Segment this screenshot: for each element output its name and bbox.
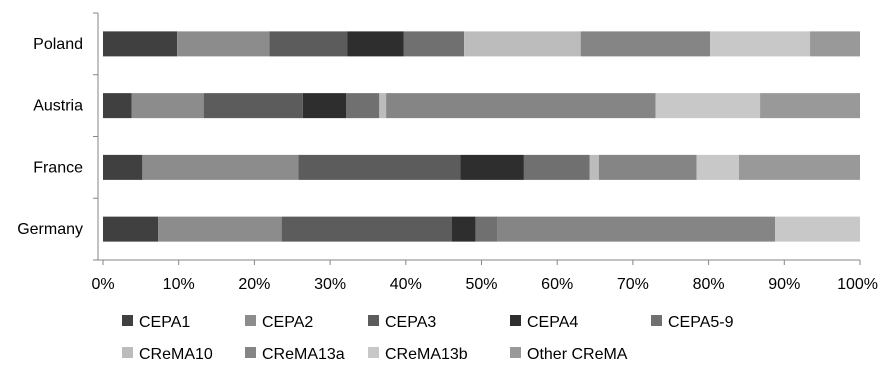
bar-france-crema13b: [696, 154, 739, 180]
legend-swatch-cepa4: [510, 315, 521, 326]
bar-poland-cepa1: [103, 31, 178, 57]
x-tick-label: 40%: [390, 276, 422, 293]
bar-germany-cepa4: [451, 216, 476, 242]
x-tick-label: 70%: [617, 276, 649, 293]
bar-france-cepa5-9: [523, 154, 590, 180]
legend-swatch-cepa3: [368, 315, 379, 326]
bar-austria-cepa2: [131, 93, 204, 119]
bar-austria-cepa1: [103, 93, 132, 119]
bar-austria-crema13b: [655, 93, 761, 119]
legend-label-cepa5-9: CEPA5-9: [668, 314, 734, 331]
x-tick-label: 80%: [693, 276, 725, 293]
category-label-france: France: [33, 159, 83, 176]
bar-poland-cepa5-9: [403, 31, 465, 57]
legend-swatch-crema13a: [245, 347, 256, 358]
legend-label-cepa3: CEPA3: [385, 314, 436, 331]
legend-label-cepa4: CEPA4: [527, 314, 578, 331]
bar-austria-crema10: [379, 93, 387, 119]
x-tick-label: 20%: [238, 276, 270, 293]
bar-france-other-crema: [738, 154, 860, 180]
legend: CEPA1 CEPA2 CEPA3 CEPA4 CEPA5-9 CReMA10 CReMA1…: [122, 314, 734, 363]
bar-france-cepa2: [142, 154, 299, 180]
legend-label-crema13a: CReMA13a: [262, 346, 345, 363]
bar-germany-cepa3: [281, 216, 452, 242]
bar-poland-crema13a: [580, 31, 711, 57]
bar-poland-other-crema: [810, 31, 860, 57]
category-label-germany: Germany: [17, 221, 83, 238]
bar-poland-crema10: [464, 31, 581, 57]
bar-austria-cepa4: [302, 93, 346, 119]
legend-label-cepa2: CEPA2: [262, 314, 313, 331]
legend-label-cepa1: CEPA1: [139, 314, 190, 331]
axes-layer: Poland Austria France Germany 0% 10% 20% 30% 40%…: [17, 12, 878, 293]
x-tick-label: 90%: [768, 276, 800, 293]
legend-label-other-crema: Other CReMA: [527, 346, 628, 363]
bar-france-cepa4: [460, 154, 524, 180]
bar-germany-cepa1: [103, 216, 159, 242]
x-tick-label: 100%: [837, 276, 878, 293]
x-tick-label: 60%: [541, 276, 573, 293]
legend-label-crema13b: CReMA13b: [385, 346, 468, 363]
bar-poland-cepa2: [177, 31, 270, 57]
bar-austria-other-crema: [760, 93, 860, 119]
x-tick-label: 30%: [314, 276, 346, 293]
bars-layer: [103, 31, 860, 242]
x-tick-label: 50%: [465, 276, 497, 293]
legend-swatch-crema10: [122, 347, 133, 358]
category-label-austria: Austria: [33, 98, 83, 115]
category-label-poland: Poland: [33, 36, 83, 53]
bar-poland-cepa4: [347, 31, 404, 57]
x-tick-label: 0%: [91, 276, 114, 293]
legend-swatch-other-crema: [510, 347, 521, 358]
bar-poland-cepa3: [269, 31, 348, 57]
bar-austria-crema13a: [386, 93, 656, 119]
legend-swatch-crema13b: [368, 347, 379, 358]
bar-france-cepa1: [103, 154, 143, 180]
bar-france-cepa3: [298, 154, 461, 180]
bar-austria-cepa3: [203, 93, 303, 119]
legend-swatch-cepa5-9: [651, 315, 662, 326]
legend-swatch-cepa2: [245, 315, 256, 326]
x-tick-label: 10%: [163, 276, 195, 293]
bar-austria-cepa5-9: [346, 93, 380, 119]
bar-germany-crema13b: [775, 216, 860, 242]
bar-poland-crema13b: [710, 31, 811, 57]
bar-germany-cepa5-9: [475, 216, 498, 242]
bar-france-crema10: [589, 154, 599, 180]
bar-france-crema13a: [598, 154, 697, 180]
legend-label-crema10: CReMA10: [139, 346, 213, 363]
bar-germany-crema13a: [497, 216, 776, 242]
legend-swatch-cepa1: [122, 315, 133, 326]
bar-germany-cepa2: [158, 216, 282, 242]
